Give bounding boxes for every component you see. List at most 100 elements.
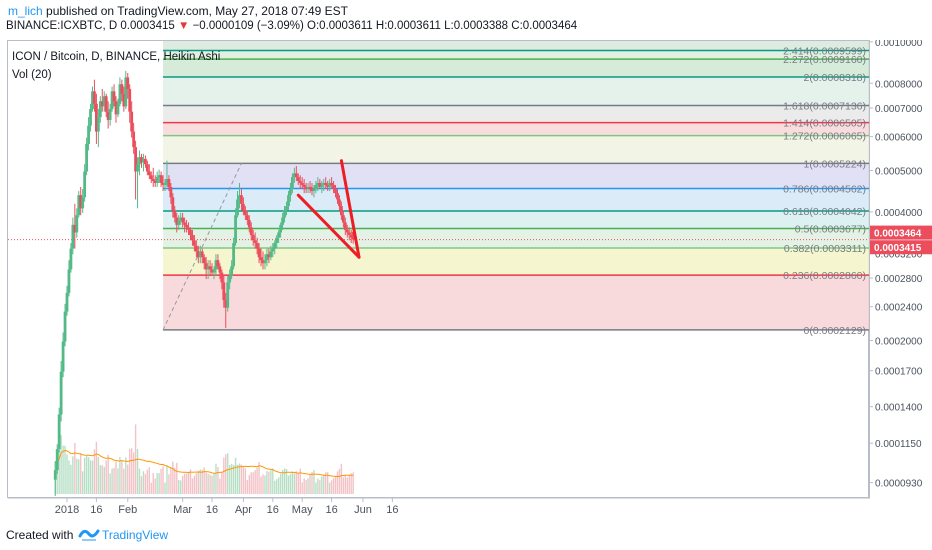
price-tick-label: 0.0002400 — [875, 303, 923, 314]
candle-body — [175, 217, 179, 225]
time-tick-label: 16 — [90, 504, 102, 516]
volume-bar — [176, 462, 178, 494]
candle-body — [87, 125, 90, 144]
candle-body — [198, 251, 202, 258]
candle-body — [83, 171, 87, 198]
volume-bar — [258, 462, 260, 494]
fib-level-label: 1.414(0.0006505) — [783, 118, 866, 130]
price-axis-canvas[interactable]: 0.0010000 0.0008000 0.0007000 0.0006000 0.00… — [869, 38, 932, 498]
tradingview-logo-icon[interactable] — [78, 526, 100, 547]
chart-pane[interactable]: 0(0.0002129) 0.236(0.0002860) 0.382(0.0003… — [7, 40, 871, 516]
volume-bar — [193, 475, 196, 494]
footer: Created with TradingView — [0, 520, 932, 550]
candle-body — [226, 282, 230, 308]
low-label: L: — [444, 20, 454, 32]
tradingview-brand[interactable]: TradingView — [102, 528, 169, 542]
time-tick-label: 16 — [386, 504, 398, 516]
candle-body — [73, 224, 77, 233]
volume-bar — [101, 465, 103, 494]
volume-bar — [146, 469, 149, 494]
volume-bar — [87, 457, 90, 494]
candle-body — [171, 197, 175, 211]
volume-bar — [80, 453, 82, 494]
candle-body — [200, 251, 204, 258]
candle-body — [118, 84, 122, 104]
volume-bar — [338, 468, 341, 494]
volume-bar — [232, 464, 235, 494]
volume-bar — [305, 480, 307, 494]
volume-bar — [221, 472, 223, 494]
candle-body — [144, 158, 147, 165]
volume-bar — [274, 480, 276, 494]
volume-bar — [297, 472, 299, 494]
candle-body — [255, 243, 259, 249]
volume-bar — [279, 473, 282, 494]
candle-body — [124, 77, 128, 107]
candle-body — [318, 182, 322, 187]
price-axis[interactable]: 0.0010000 0.0008000 0.0007000 0.0006000 0.00… — [869, 38, 932, 498]
volume-bar — [166, 465, 168, 494]
candle-body — [326, 184, 330, 187]
volume-bar — [334, 475, 337, 494]
candle-body — [142, 158, 145, 163]
price-tick-label: 0.0010000 — [875, 40, 923, 49]
volume-bar — [68, 460, 70, 494]
volume-bar — [81, 471, 84, 494]
candle-body — [224, 300, 228, 308]
candle-body — [265, 254, 269, 261]
price-tick-label: 0.0001150 — [875, 439, 922, 450]
candle-body — [279, 224, 283, 233]
candle-body — [122, 93, 126, 107]
published-text: published on TradingView.com, May 27, 20… — [46, 4, 348, 18]
candle-body — [183, 222, 186, 225]
open-value: 0.0003611 — [319, 20, 373, 32]
volume-bar — [119, 457, 121, 494]
volume-bar — [123, 468, 125, 494]
volume-bar — [277, 477, 280, 494]
quote-line: BINANCE:ICXBTC, D 0.0003415 ▼ −0.0000109… — [6, 20, 577, 32]
volume-bar — [158, 473, 160, 494]
time-tick-label: Feb — [118, 504, 137, 516]
candle-body — [214, 260, 218, 270]
volume-bar — [148, 467, 151, 494]
candle-body — [59, 371, 63, 415]
candle-body — [167, 179, 171, 187]
volume-bar — [132, 452, 135, 494]
volume-bar — [228, 465, 231, 494]
volume-bar — [89, 460, 92, 494]
volume-bar — [240, 464, 243, 494]
candle-body — [116, 103, 120, 115]
candle-body — [108, 109, 112, 120]
chart-canvas[interactable]: 0(0.0002129) 0.236(0.0002860) 0.382(0.0003… — [8, 41, 871, 516]
candle-body — [177, 219, 181, 225]
candle-body — [163, 182, 167, 185]
price-tick-label: 0.0004000 — [875, 208, 923, 219]
volume-bar — [272, 468, 274, 494]
low-value: 0.0003388 — [453, 20, 509, 32]
candle-body — [238, 195, 241, 200]
candle-body — [126, 77, 130, 89]
candle-body — [332, 184, 335, 189]
volume-bar — [181, 475, 184, 494]
time-tick-label: 16 — [325, 504, 337, 516]
candle-body — [294, 173, 298, 178]
candle-body — [106, 111, 110, 120]
fib-level-label: 2.414(0.0009599) — [783, 45, 866, 57]
candle-body — [161, 182, 165, 185]
candle-body — [210, 269, 214, 273]
high-label: H: — [375, 20, 388, 32]
candle-body — [193, 240, 196, 246]
candle-body — [81, 197, 85, 209]
volume-bar — [211, 475, 213, 494]
volume-bar — [62, 445, 64, 494]
author-link[interactable]: m_lich — [8, 4, 43, 18]
volume-bar — [91, 460, 94, 494]
volume-bar — [129, 448, 131, 494]
volume-bar — [185, 473, 188, 494]
candle-body — [169, 186, 173, 198]
volume-legend: Vol (20) — [12, 69, 52, 81]
candle-body — [267, 254, 271, 258]
volume-bar — [295, 471, 298, 494]
volume-bar — [60, 435, 62, 494]
candle-body — [189, 229, 192, 236]
